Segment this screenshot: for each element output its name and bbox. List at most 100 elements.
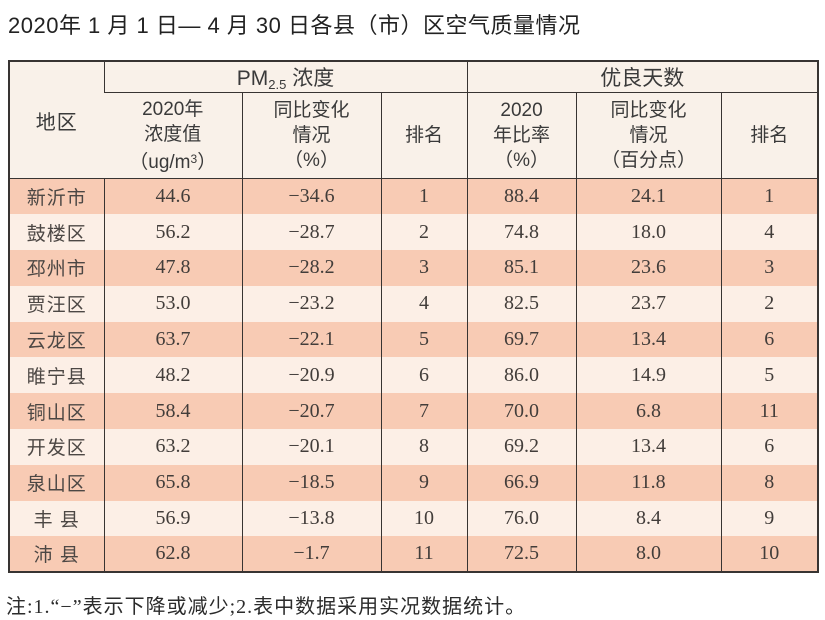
pm25-label-prefix: PM xyxy=(236,67,269,90)
good-days-change-cell: 23.7 xyxy=(575,285,722,322)
pm25-rank-cell: 4 xyxy=(380,285,468,322)
group-header-row: 地区 PM2.5 浓度 优良天数 xyxy=(9,61,819,179)
pm-value-header-line1: 2020年 xyxy=(142,98,204,120)
good-days-change-cell: 24.1 xyxy=(575,178,722,215)
pm25-value-cell: 56.9 xyxy=(103,500,242,537)
pm-change-header-line2: 情况 xyxy=(292,125,331,146)
good-days-rank-cell: 6 xyxy=(720,429,819,465)
column-header-pm-rank: 排名 xyxy=(380,92,468,179)
good-days-change-cell: 8.4 xyxy=(575,500,722,537)
page-title: 2020年 1 月 1 日— 4 月 30 日各县（市）区空气质量情况 xyxy=(8,13,581,38)
table-row: 泉山区 65.8 −18.5 9 66.9 11.8 8 xyxy=(9,464,819,501)
pm25-value-cell: 58.4 xyxy=(103,393,242,430)
pm-value-unit-prefix: （ug/m xyxy=(129,151,191,173)
pm25-value-cell: 62.8 xyxy=(103,536,242,573)
pm25-value-cell: 47.8 xyxy=(103,250,242,286)
days-rate-header-line1: 2020 xyxy=(500,100,543,121)
column-header-region: 地区 xyxy=(9,61,104,179)
good-days-change-cell: 13.4 xyxy=(575,321,722,358)
region-cell: 铜山区 xyxy=(9,393,104,430)
pm25-rank-cell: 9 xyxy=(380,464,468,501)
good-days-rate-cell: 74.8 xyxy=(466,214,577,251)
pm25-rank-cell: 11 xyxy=(380,536,468,573)
table-row: 新沂市 44.6 −34.6 1 88.4 24.1 1 xyxy=(9,178,819,215)
good-days-rate-cell: 70.0 xyxy=(466,393,577,430)
pm25-rank-cell: 8 xyxy=(380,429,468,465)
days-rate-header-line2: 年比率 xyxy=(493,125,551,146)
pm25-value-cell: 63.7 xyxy=(103,321,242,358)
table-row: 云龙区 63.7 −22.1 5 69.7 13.4 6 xyxy=(9,321,819,358)
days-change-header-line1: 同比变化 xyxy=(610,100,687,121)
days-change-header-line3: （百分点） xyxy=(601,150,697,171)
column-header-days-rank: 排名 xyxy=(720,92,819,179)
region-cell: 开发区 xyxy=(9,429,104,465)
air-quality-table: 地区 PM2.5 浓度 优良天数 2020年 浓度值 （ug/m3） 同比变化 … xyxy=(8,60,820,574)
good-days-change-cell: 8.0 xyxy=(575,536,722,573)
pm25-change-cell: −20.9 xyxy=(241,357,381,394)
pm-value-header-line2: 浓度值 xyxy=(144,123,202,145)
region-cell: 新沂市 xyxy=(9,178,104,215)
table-row: 开发区 63.2 −20.1 8 69.2 13.4 6 xyxy=(9,429,819,465)
good-days-rank-cell: 10 xyxy=(720,536,819,573)
table-row: 睢宁县 48.2 −20.9 6 86.0 14.9 5 xyxy=(9,357,819,394)
pm25-value-cell: 48.2 xyxy=(103,357,242,394)
pm-change-header-line1: 同比变化 xyxy=(273,100,350,121)
good-days-rate-cell: 76.0 xyxy=(466,500,577,537)
group-header-pm25: PM2.5 浓度 xyxy=(103,61,468,93)
table-row: 鼓楼区 56.2 −28.7 2 74.8 18.0 4 xyxy=(9,214,819,251)
pm25-value-cell: 63.2 xyxy=(103,429,242,465)
group-header-good-days: 优良天数 xyxy=(466,61,819,93)
good-days-rank-cell: 6 xyxy=(720,321,819,358)
column-header-pm-change: 同比变化 情况 （%） xyxy=(241,92,381,179)
good-days-rate-cell: 82.5 xyxy=(466,285,577,322)
table-row: 沛 县 62.8 −1.7 11 72.5 8.0 10 xyxy=(9,536,819,573)
pm25-value-cell: 56.2 xyxy=(103,214,242,251)
region-cell: 睢宁县 xyxy=(9,357,104,394)
sub-header-row: 2020年 浓度值 （ug/m3） 同比变化 情况 （%） 排名 2020 年比… xyxy=(9,92,819,179)
pm25-value-cell: 53.0 xyxy=(103,285,242,322)
pm25-change-cell: −28.2 xyxy=(241,250,381,286)
footnote: 注:1.“−”表示下降或减少;2.表中数据采用实况数据统计。 xyxy=(6,596,527,619)
pm25-change-cell: −20.7 xyxy=(241,393,381,430)
good-days-rate-cell: 69.7 xyxy=(466,321,577,358)
pm25-change-cell: −20.1 xyxy=(241,429,381,465)
pm25-change-cell: −28.7 xyxy=(241,214,381,251)
table-body: 新沂市 44.6 −34.6 1 88.4 24.1 1 鼓楼区 56.2 −2… xyxy=(9,178,819,573)
pm25-value-cell: 44.6 xyxy=(103,178,242,215)
good-days-change-cell: 18.0 xyxy=(575,214,722,251)
table-row: 铜山区 58.4 −20.7 7 70.0 6.8 11 xyxy=(9,393,819,430)
pm25-change-cell: −23.2 xyxy=(241,285,381,322)
pm25-rank-cell: 5 xyxy=(380,321,468,358)
region-cell: 贾汪区 xyxy=(9,285,104,322)
good-days-rank-cell: 8 xyxy=(720,464,819,501)
good-days-change-cell: 11.8 xyxy=(575,464,722,501)
pm25-change-cell: −13.8 xyxy=(241,500,381,537)
pm25-rank-cell: 6 xyxy=(380,357,468,394)
pm25-change-cell: −1.7 xyxy=(241,536,381,573)
good-days-rate-cell: 86.0 xyxy=(466,357,577,394)
table-row: 邳州市 47.8 −28.2 3 85.1 23.6 3 xyxy=(9,250,819,286)
good-days-change-cell: 14.9 xyxy=(575,357,722,394)
good-days-rate-cell: 72.5 xyxy=(466,536,577,573)
good-days-rank-cell: 3 xyxy=(720,250,819,286)
pm-value-unit-superscript: 3 xyxy=(190,151,198,166)
pm25-rank-cell: 2 xyxy=(380,214,468,251)
good-days-rank-cell: 11 xyxy=(720,393,819,430)
pm25-label-subscript: 2.5 xyxy=(268,77,287,92)
table-header: 地区 PM2.5 浓度 优良天数 2020年 浓度值 （ug/m3） 同比变化 … xyxy=(9,61,819,179)
pm25-change-cell: −18.5 xyxy=(241,464,381,501)
good-days-change-cell: 23.6 xyxy=(575,250,722,286)
pm-change-header-line3: （%） xyxy=(284,150,339,171)
pm25-change-cell: −22.1 xyxy=(241,321,381,358)
good-days-rate-cell: 85.1 xyxy=(466,250,577,286)
pm25-change-cell: −34.6 xyxy=(241,178,381,215)
region-cell: 泉山区 xyxy=(9,464,104,501)
good-days-rank-cell: 5 xyxy=(720,357,819,394)
region-cell: 沛 县 xyxy=(9,536,104,573)
good-days-rate-cell: 69.2 xyxy=(466,429,577,465)
good-days-rank-cell: 9 xyxy=(720,500,819,537)
good-days-rank-cell: 4 xyxy=(720,214,819,251)
good-days-rate-cell: 88.4 xyxy=(466,178,577,215)
good-days-change-cell: 13.4 xyxy=(575,429,722,465)
